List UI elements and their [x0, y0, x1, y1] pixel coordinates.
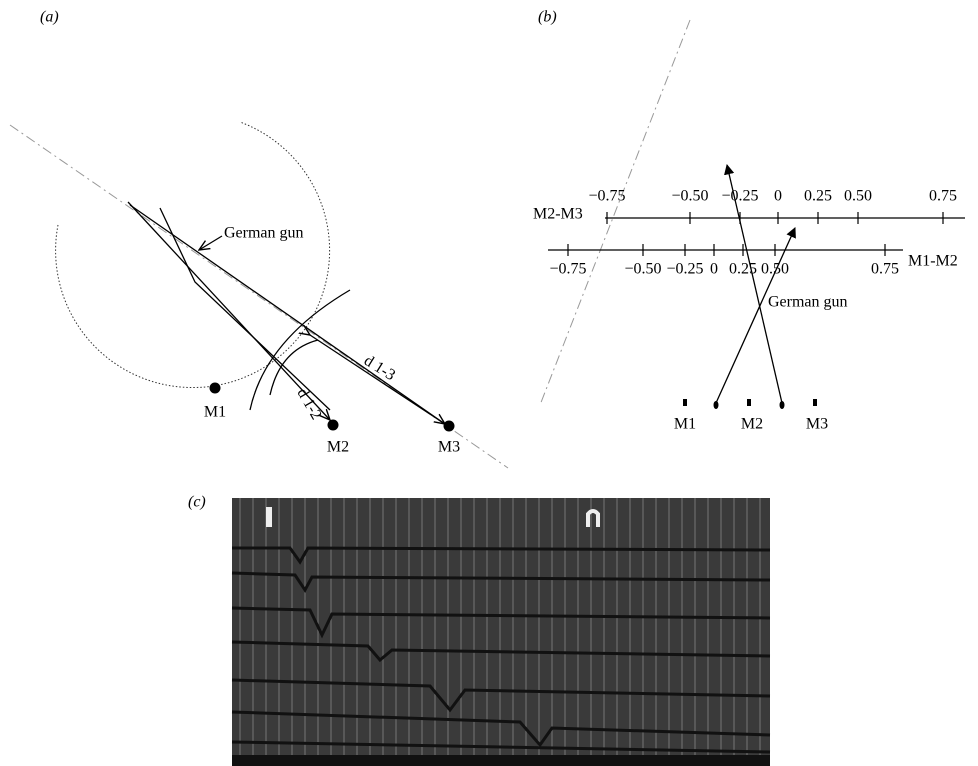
- panel-label: (c): [188, 494, 206, 511]
- line-d13: [310, 335, 445, 424]
- tick-label: −0.25: [666, 261, 703, 278]
- tick-label: −0.25: [721, 188, 758, 205]
- axis-name: M2-M3: [533, 206, 583, 223]
- tick-label: 0: [774, 188, 782, 205]
- photo-edge: [232, 755, 770, 766]
- axis-name: M1-M2: [908, 253, 958, 270]
- microphone: [683, 399, 687, 406]
- gun-label: German gun: [224, 225, 304, 242]
- panel-c: (c): [188, 494, 770, 766]
- photograph: [232, 498, 770, 766]
- mic-label: M3: [438, 439, 460, 456]
- tick-label: −0.75: [588, 188, 625, 205]
- microphone: [328, 420, 339, 431]
- mic-label: M2: [327, 439, 349, 456]
- tick-label: 0.75: [929, 188, 957, 205]
- microphone: [444, 421, 455, 432]
- tick-label: 0.25: [804, 188, 832, 205]
- photo-mark: [266, 507, 272, 527]
- tick-label: 0: [710, 261, 718, 278]
- tick-label: 0.50: [844, 188, 872, 205]
- panel-label: (b): [538, 9, 557, 26]
- microphone: [747, 399, 751, 406]
- tick-label: −0.50: [671, 188, 708, 205]
- figure: (a) German gun d 1-2 d 1-3 M1 M2 M3 (b) …: [0, 0, 978, 766]
- mic-label: M1: [674, 416, 696, 433]
- hyperbola-circle: [56, 122, 330, 388]
- tick-label: 0.25: [729, 261, 757, 278]
- panel-label: (a): [40, 9, 59, 26]
- mic-label: M1: [204, 404, 226, 421]
- distance-label: d 1-2: [293, 385, 324, 422]
- mic-label: M3: [806, 416, 828, 433]
- microphone: [813, 399, 817, 406]
- microphone: [714, 401, 719, 409]
- arc: [270, 340, 318, 395]
- panel-a: (a) German gun d 1-2 d 1-3 M1 M2 M3: [10, 9, 508, 468]
- tick-label: −0.75: [549, 261, 586, 278]
- arrow: [716, 228, 795, 403]
- tick-label: 0.75: [871, 261, 899, 278]
- tick-label: 0.50: [761, 261, 789, 278]
- tick-label: −0.50: [624, 261, 661, 278]
- microphone: [780, 401, 785, 409]
- gun-label: German gun: [768, 294, 848, 311]
- mic-label: M2: [741, 416, 763, 433]
- arrow: [199, 236, 222, 250]
- panel-b: (b) M2-M3 M1-M2 German gun M1 M2 M3 −0.7…: [533, 9, 965, 433]
- microphone: [210, 383, 221, 394]
